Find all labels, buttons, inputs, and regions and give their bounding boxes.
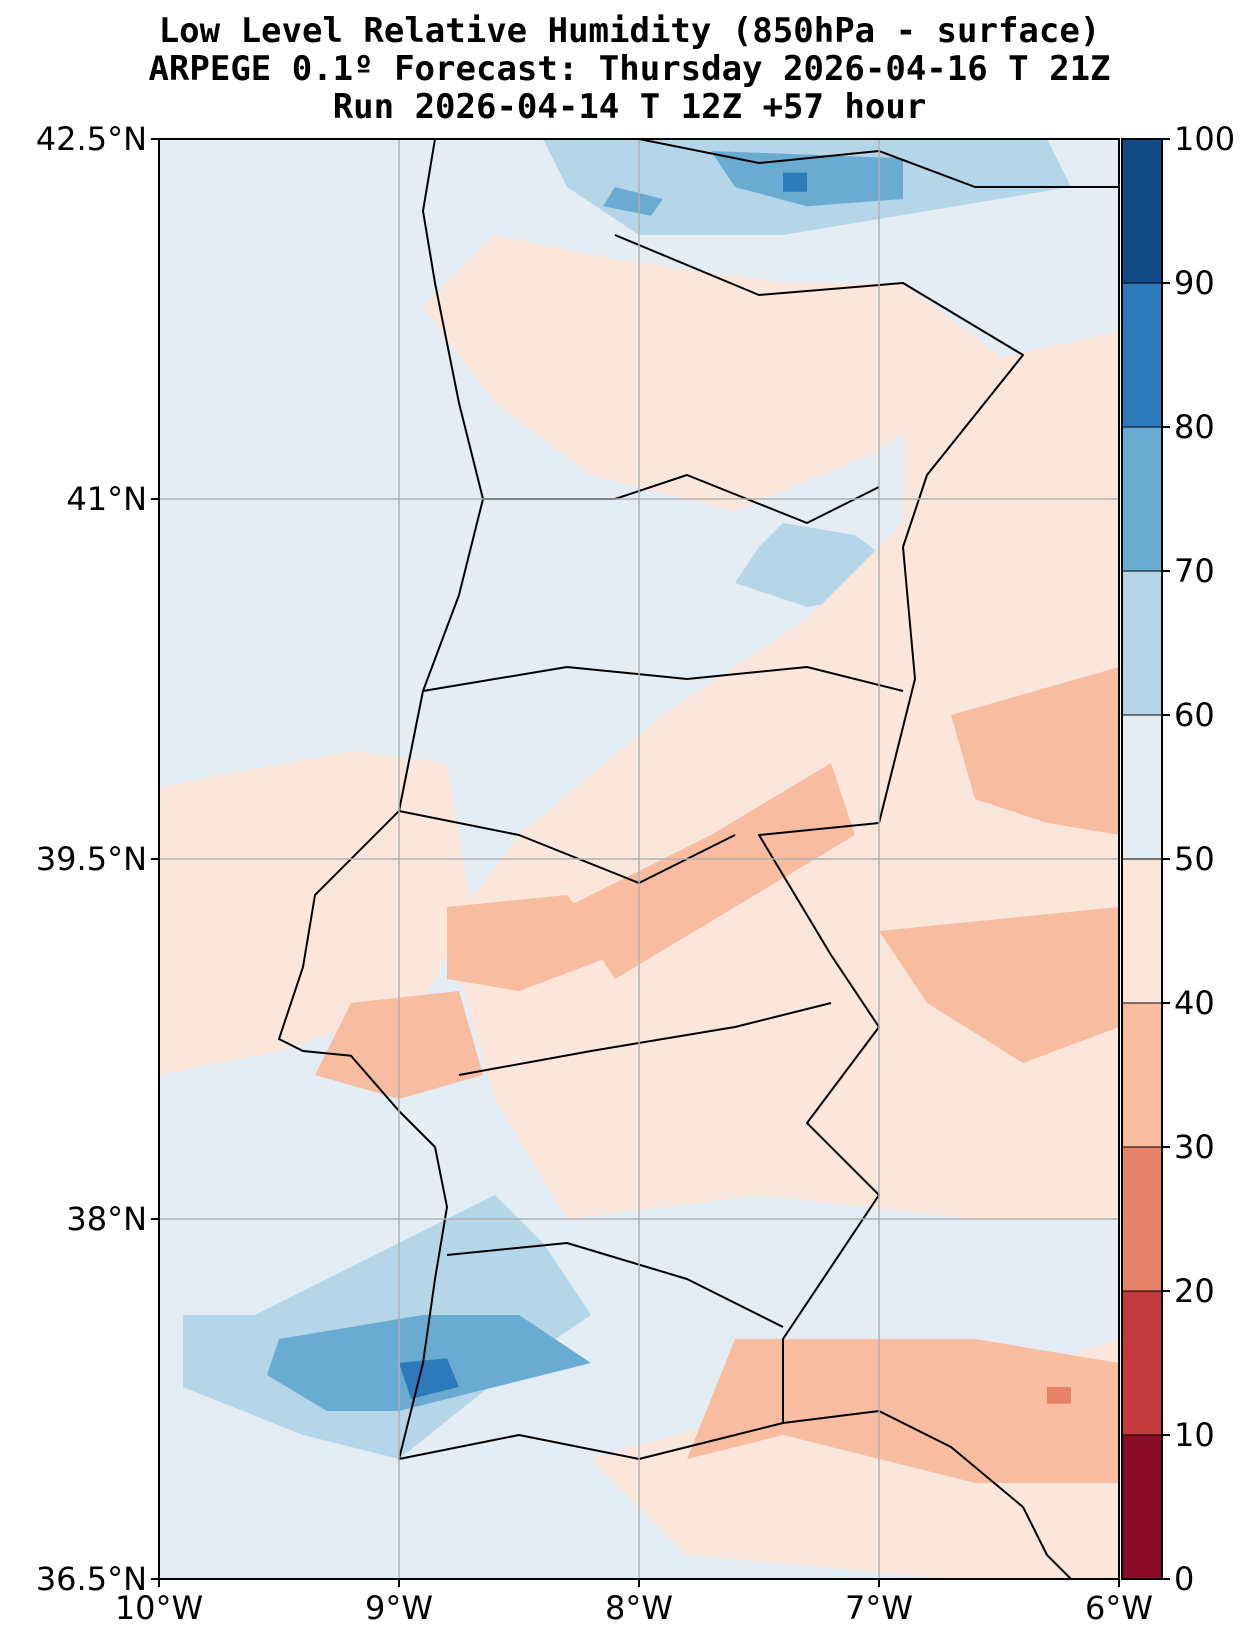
colorbar (1121, 138, 1163, 1580)
lon-tick-label: 8°W (605, 1589, 673, 1627)
colorbar-tick-label: 40 (1174, 984, 1215, 1022)
district-border-south-line (446, 1242, 784, 1328)
south-drier-zone-region (687, 1339, 1119, 1483)
east-mid-drier-zone-region (879, 907, 1119, 1063)
colorbar-tick-label: 80 (1174, 408, 1215, 446)
latitude-ticks: 42.5°N 41°N 39.5°N 38°N 36.5°N (36, 120, 159, 1598)
colorbar-tick-label: 20 (1174, 1272, 1215, 1310)
southwest-dark-cell-region (399, 1358, 459, 1399)
north-dry-area-region (423, 235, 999, 511)
colorbar-bin (1122, 1003, 1162, 1147)
colorbar-bin (1122, 139, 1162, 283)
humidity-fill-layer (159, 139, 1119, 1579)
colorbar-tick-label: 0 (1174, 1560, 1194, 1598)
west-coastline-line (278, 139, 1072, 1579)
district-border-central-line (422, 666, 904, 692)
northern-small-core-region (603, 187, 663, 216)
colorbar-bin (1122, 283, 1162, 427)
colorbar-bin (1122, 427, 1162, 571)
colorbar-bin (1122, 1147, 1162, 1291)
east-drier-zone-region (951, 667, 1119, 835)
chart-title-line-1: Low Level Relative Humidity (850hPa - su… (158, 11, 1101, 51)
colorbar-tick-label: 50 (1174, 840, 1215, 878)
gridlines (159, 139, 1119, 1579)
northern-dark-cell-region (783, 172, 807, 192)
lat-tick-label: 39.5°N (36, 840, 147, 878)
longitude-ticks: 10°W 9°W 8°W 7°W 6°W (115, 1579, 1153, 1627)
colorbar-tick-label: 60 (1174, 696, 1215, 734)
colorbar-bin (1122, 715, 1162, 859)
colorbar-tick-label: 90 (1174, 264, 1215, 302)
chart-title-line-2: ARPEGE 0.1º Forecast: Thursday 2026-04-1… (148, 49, 1111, 89)
colorbar-labels: 0 10 20 30 40 50 60 70 80 90 100 (1162, 120, 1235, 1598)
lon-tick-label: 6°W (1085, 1589, 1153, 1627)
south-driest-cell-region (1047, 1387, 1071, 1404)
west-dry-band-region (159, 751, 471, 1075)
colorbar-tick-label: 100 (1174, 120, 1235, 158)
lat-tick-label: 42.5°N (36, 120, 147, 158)
colorbar-tick-label: 30 (1174, 1128, 1215, 1166)
west-drier-zone-region (447, 895, 615, 991)
colorbar-bin (1122, 571, 1162, 715)
colorbar-bin (1122, 1435, 1162, 1579)
colorbar-bin (1122, 859, 1162, 1003)
lon-tick-label: 9°W (365, 1589, 433, 1627)
lat-tick-label: 38°N (66, 1200, 147, 1238)
lat-tick-label: 36.5°N (36, 1560, 147, 1598)
district-border-alentejo-line (458, 1002, 832, 1076)
lon-tick-label: 10°W (115, 1589, 203, 1627)
lat-tick-label: 41°N (66, 480, 147, 518)
colorbar-tick-label: 70 (1174, 552, 1215, 590)
colorbar-tick-label: 10 (1174, 1416, 1215, 1454)
colorbar-bin (1122, 1291, 1162, 1435)
chart-title-line-3: Run 2026-04-14 T 12Z +57 hour (332, 87, 927, 127)
lon-tick-label: 7°W (845, 1589, 913, 1627)
